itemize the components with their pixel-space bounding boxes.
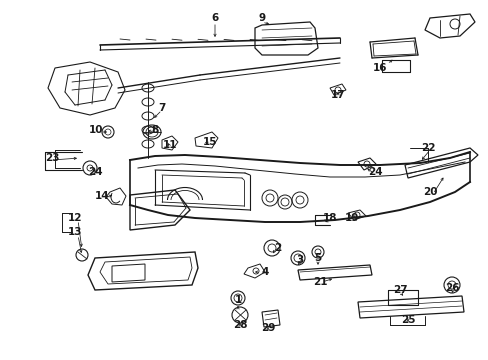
Text: 14: 14 <box>95 191 109 201</box>
Text: 8: 8 <box>151 125 158 135</box>
Text: 22: 22 <box>420 143 434 153</box>
Text: 12: 12 <box>68 213 82 223</box>
Text: 17: 17 <box>330 90 345 100</box>
Circle shape <box>105 129 111 135</box>
Text: 21: 21 <box>312 277 326 287</box>
Text: 25: 25 <box>400 315 414 325</box>
Text: 24: 24 <box>367 167 382 177</box>
Text: 29: 29 <box>260 323 275 333</box>
Text: 24: 24 <box>87 167 102 177</box>
Text: 11: 11 <box>163 140 177 150</box>
Text: 6: 6 <box>211 13 218 23</box>
Text: 1: 1 <box>234 295 241 305</box>
Text: 16: 16 <box>372 63 386 73</box>
Text: 23: 23 <box>45 153 59 163</box>
Text: 13: 13 <box>68 227 82 237</box>
Text: 2: 2 <box>274 243 281 253</box>
Text: 9: 9 <box>258 13 265 23</box>
Text: 7: 7 <box>158 103 165 113</box>
Text: 26: 26 <box>444 283 458 293</box>
Text: 19: 19 <box>344 213 359 223</box>
Text: 27: 27 <box>392 285 407 295</box>
Text: 20: 20 <box>422 187 436 197</box>
Text: 5: 5 <box>314 253 321 263</box>
Text: 10: 10 <box>88 125 103 135</box>
Text: 15: 15 <box>203 137 217 147</box>
Text: 28: 28 <box>232 320 247 330</box>
Text: 4: 4 <box>261 267 268 277</box>
Text: 3: 3 <box>296 255 303 265</box>
Text: 18: 18 <box>322 213 337 223</box>
